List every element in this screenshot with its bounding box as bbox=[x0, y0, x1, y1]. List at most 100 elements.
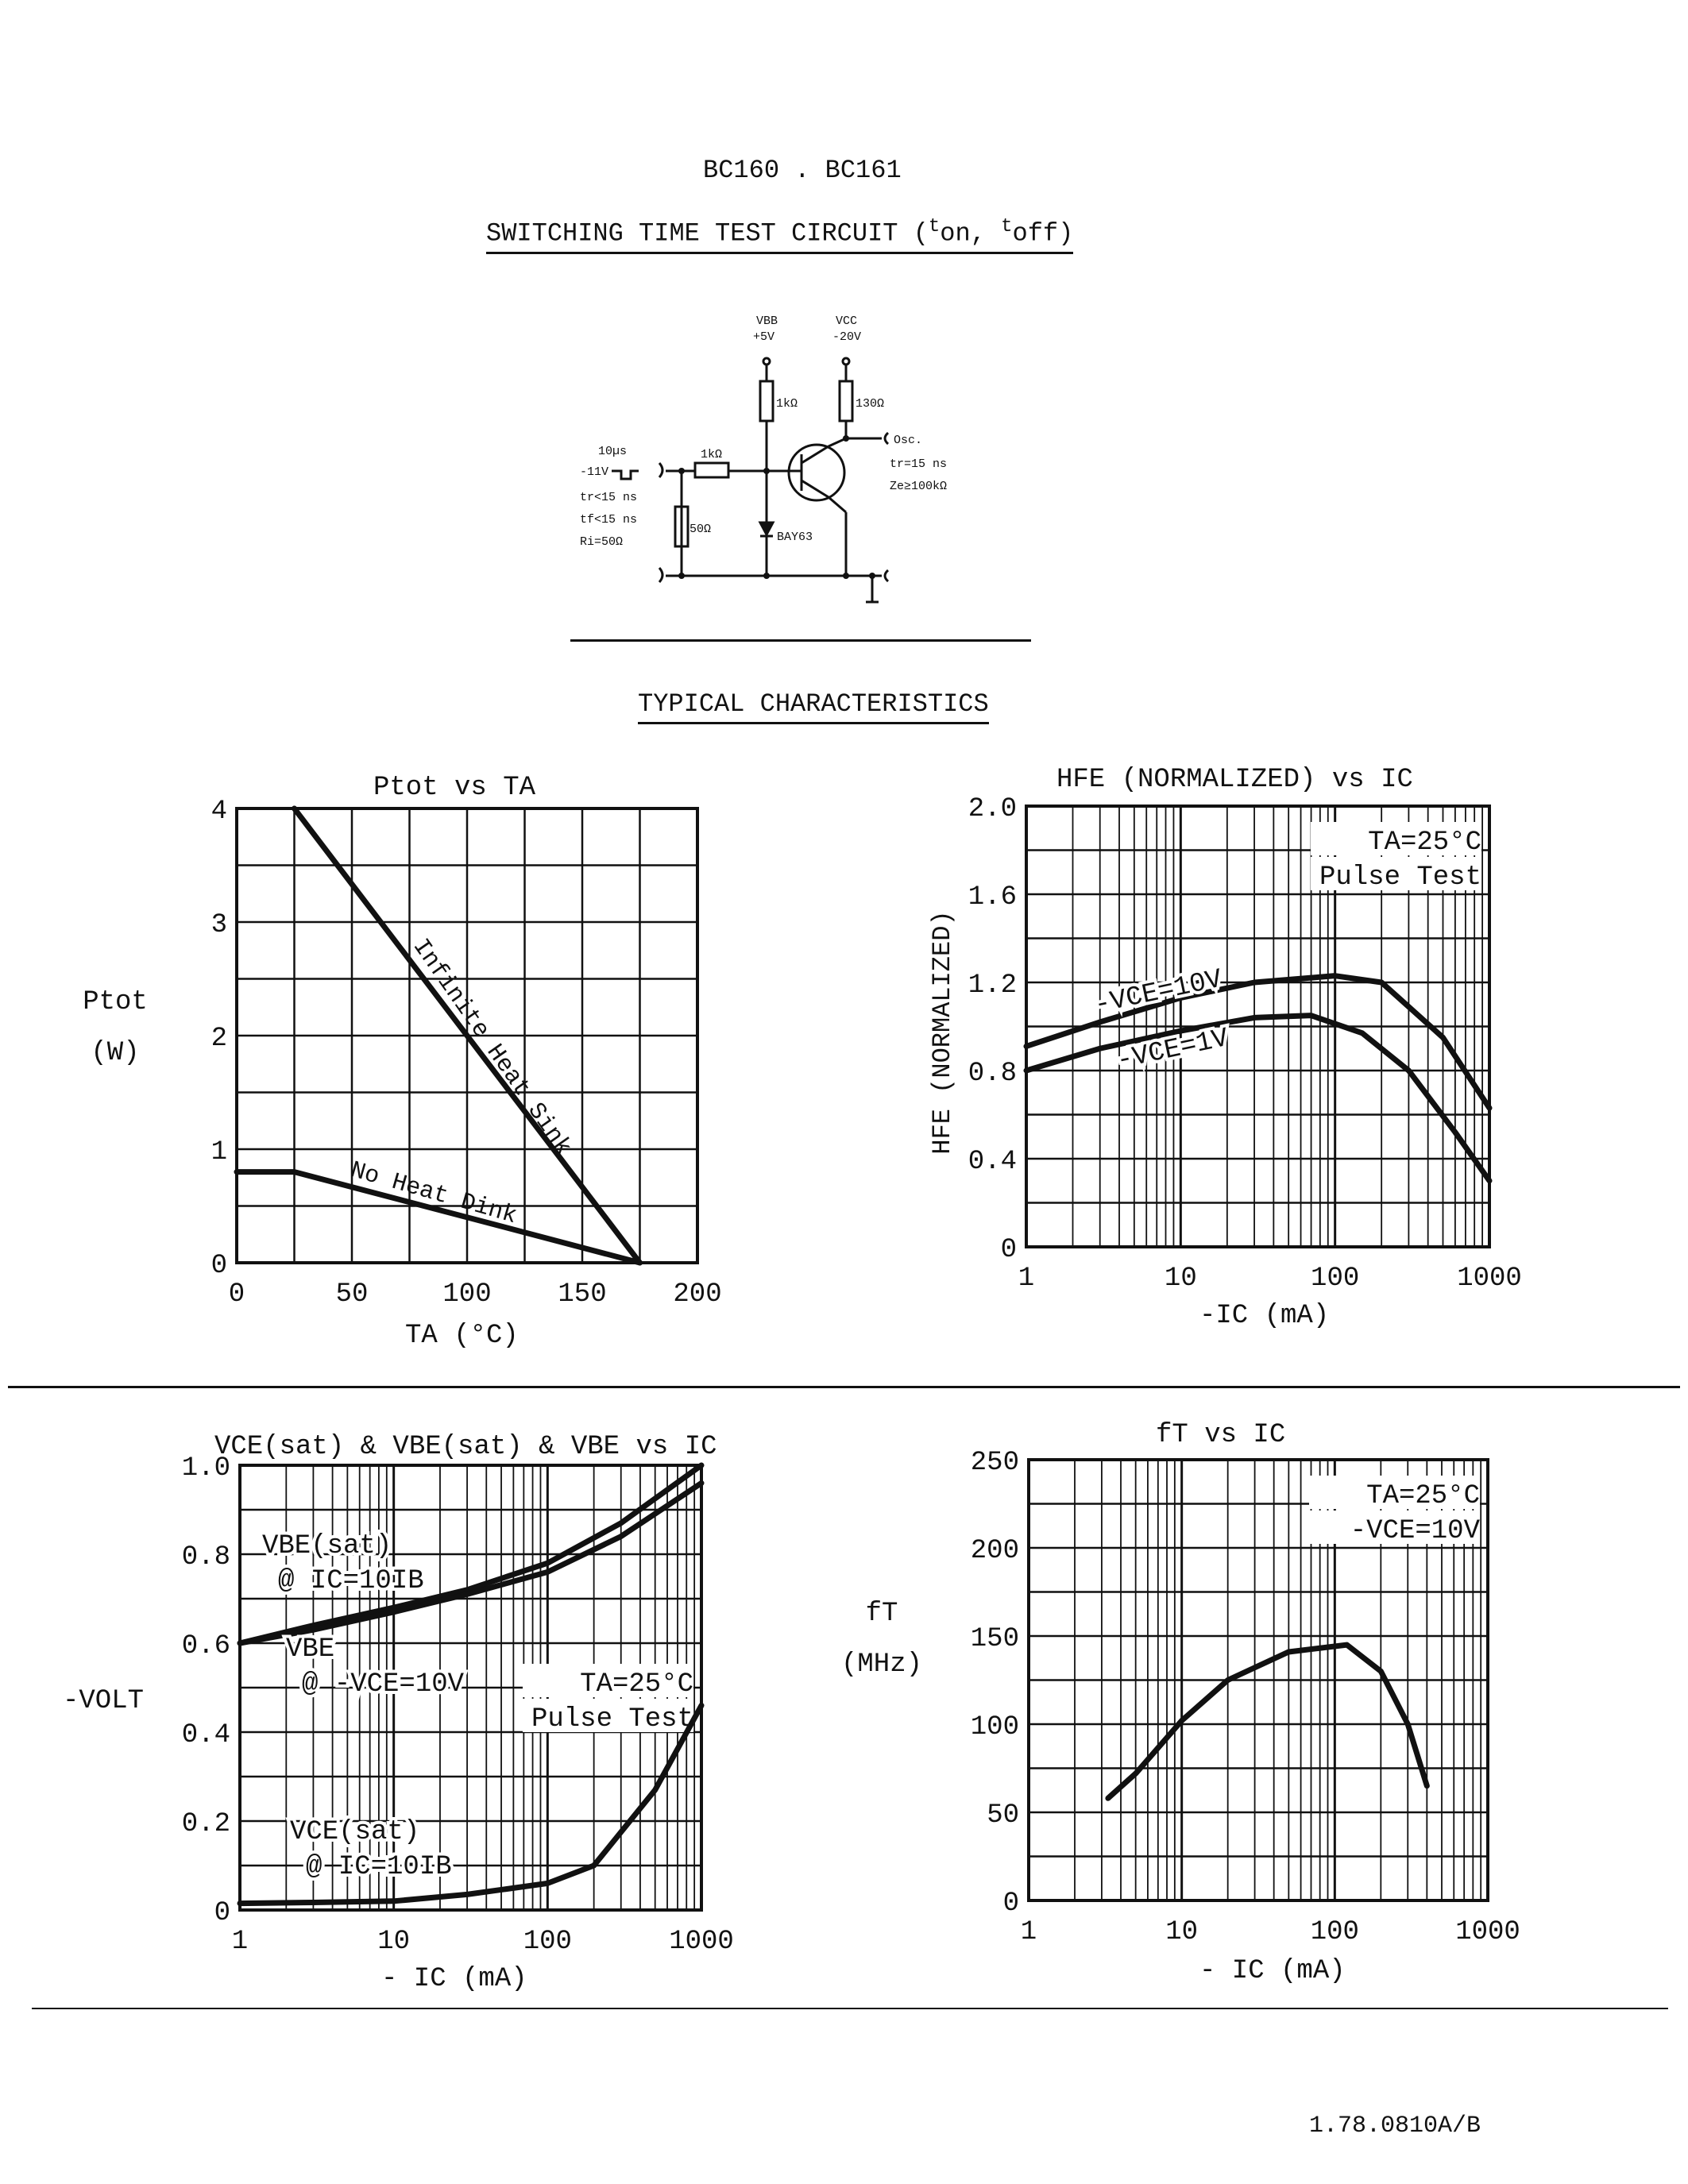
y-tick-label: 1.6 bbox=[968, 882, 1017, 913]
vbb-label: VBB bbox=[756, 314, 778, 328]
y-tick-label: 100 bbox=[971, 1712, 1019, 1742]
x-tick-label: 1 bbox=[232, 1927, 248, 1957]
y-tick-label: 0 bbox=[211, 1251, 227, 1281]
r-series-label: 1kΩ bbox=[701, 448, 722, 461]
y-tick-label: 0.2 bbox=[182, 1809, 230, 1839]
y-axis-label: HFE (NORMALIZED) bbox=[928, 910, 957, 1154]
section-title-main: SWITCHING TIME TEST CIRCUIT ( bbox=[486, 218, 929, 249]
y-axis-label: (MHz) bbox=[841, 1650, 922, 1680]
pulse-width-label: 10µs bbox=[598, 445, 627, 458]
x-tick-label: 100 bbox=[523, 1927, 572, 1957]
series-vce-10v bbox=[1023, 973, 1493, 1111]
typical-characteristics-title: TYPICAL CHARACTERISTICS bbox=[638, 689, 989, 724]
chart-annotation: TA=25°C bbox=[580, 1669, 693, 1700]
x-tick-label: 150 bbox=[558, 1279, 606, 1310]
y-tick-label: 150 bbox=[971, 1624, 1019, 1654]
x-tick-label: 50 bbox=[336, 1279, 369, 1310]
y-tick-label: 0 bbox=[1003, 1889, 1019, 1919]
y-axis-label: Ptot bbox=[83, 987, 148, 1017]
x-axis-label: -IC (mA) bbox=[1199, 1301, 1329, 1331]
x-tick-label: 1 bbox=[1021, 1917, 1037, 1947]
series-vbe-vce-10v bbox=[237, 1480, 705, 1646]
series-vce-sat-ic-10ib bbox=[237, 1702, 705, 1907]
plot-frame bbox=[238, 1464, 703, 1912]
y-axis-label: fT bbox=[866, 1599, 898, 1629]
x-axis-label: - IC (mA) bbox=[381, 1964, 527, 1994]
osc-tr-label: tr=15 ns bbox=[890, 457, 947, 471]
section-title: SWITCHING TIME TEST CIRCUIT (ton, toff) bbox=[486, 216, 1074, 254]
switching-test-circuit: VBB +5V VCC -20V 1kΩ 130Ω 1kΩ 50Ω BAY63 … bbox=[580, 314, 947, 604]
chart-annotation: Pulse Test bbox=[1319, 862, 1481, 893]
y-tick-label: 1 bbox=[211, 1137, 227, 1167]
x-tick-label: 100 bbox=[1311, 1264, 1359, 1294]
tr-label: tr<15 ns bbox=[580, 491, 637, 504]
osc-ze-label: Ze≥100kΩ bbox=[890, 480, 947, 493]
vcc-value: -20V bbox=[832, 330, 861, 344]
plot-frame bbox=[235, 807, 699, 1264]
x-tick-label: 1000 bbox=[1457, 1264, 1522, 1294]
series-vbe-sat-ic-10ib bbox=[237, 1462, 705, 1646]
r-collector-label: 130Ω bbox=[856, 397, 884, 411]
circuit-divider bbox=[570, 639, 1031, 642]
r-base-supply-label: 1kΩ bbox=[776, 397, 798, 411]
y-tick-label: 50 bbox=[987, 1800, 1019, 1831]
series-label: Infinite Heat Sink bbox=[407, 934, 577, 1160]
y-tick-label: 0.8 bbox=[968, 1059, 1017, 1089]
y-tick-label: 250 bbox=[971, 1448, 1019, 1478]
x-tick-label: 10 bbox=[377, 1927, 410, 1957]
chart-vce-sat-vbe-sat-vbe-vs-ic: 0 0.2 0.4 0.6 0.8 1.0 1 10 100 1000 VCE(sat) & VBE… bbox=[63, 1432, 734, 1994]
y-tick-label: 0.8 bbox=[182, 1542, 230, 1572]
diode-label: BAY63 bbox=[777, 531, 813, 544]
y-tick-label: 1.0 bbox=[182, 1453, 230, 1484]
doc-number: 1.78.0810A/B bbox=[1309, 2113, 1481, 2140]
y-tick-label: 2.0 bbox=[968, 794, 1017, 824]
plot-frame bbox=[1027, 1458, 1489, 1902]
y-tick-label: 2 bbox=[211, 1024, 227, 1054]
chart-annotation: -VCE=10V bbox=[1350, 1516, 1481, 1546]
y-tick-label: 0.4 bbox=[968, 1147, 1017, 1177]
series-label: VBE bbox=[286, 1634, 334, 1665]
series-no-heat-dink bbox=[234, 1169, 643, 1266]
chart-ptot-vs-ta: 0 1 2 3 4 0 50 100 150 200 Ptot vs TA TA (°C) Ptot (W… bbox=[83, 773, 721, 1351]
x-tick-label: 0 bbox=[229, 1279, 245, 1310]
series-vce-1v bbox=[1023, 1013, 1493, 1184]
chart-annotation: TA=25°C bbox=[1368, 828, 1481, 858]
series-label: VCE(sat) bbox=[290, 1817, 419, 1847]
series-label: @ -VCE=10V bbox=[302, 1669, 465, 1700]
vbb-value: +5V bbox=[753, 330, 774, 344]
y-tick-label: 0.6 bbox=[182, 1631, 230, 1661]
x-tick-label: 1000 bbox=[1455, 1917, 1520, 1947]
chart-title: fT vs IC bbox=[1156, 1420, 1285, 1450]
y-tick-label: 3 bbox=[211, 910, 227, 940]
x-tick-label: 100 bbox=[442, 1279, 491, 1310]
y-tick-label: 0 bbox=[1001, 1235, 1017, 1265]
ri-label: Ri=50Ω bbox=[580, 535, 623, 549]
x-tick-label: 1000 bbox=[669, 1927, 734, 1957]
chart-title: HFE (NORMALIZED) vs IC bbox=[1056, 765, 1413, 795]
x-tick-label: 1 bbox=[1018, 1264, 1034, 1294]
series-vce-10v bbox=[1105, 1642, 1430, 1801]
part-numbers: BC160 . BC161 bbox=[703, 156, 902, 185]
chart-ft-vs-ic: 0 50 100 150 200 250 1 10 100 1000 fT vs IC - IC (m… bbox=[841, 1420, 1520, 1986]
y-axis-label: (W) bbox=[91, 1038, 139, 1068]
chart-hfe-normalized-vs-ic: 0 0.4 0.8 1.2 1.6 2.0 1 10 100 1000 HFE (NORMALIZE… bbox=[928, 765, 1522, 1331]
chart-annotation: Pulse Test bbox=[531, 1704, 693, 1734]
chart-annotation: TA=25°C bbox=[1366, 1481, 1480, 1511]
bottom-divider bbox=[32, 2008, 1668, 2009]
series-label: @ IC=10IB bbox=[278, 1566, 424, 1596]
tf-label: tf<15 ns bbox=[580, 513, 637, 527]
t-on-subscript: on bbox=[940, 218, 971, 249]
series-infinite-heat-sink bbox=[292, 805, 643, 1266]
x-tick-label: 10 bbox=[1165, 1264, 1197, 1294]
series-label: -VCE=10V bbox=[1091, 965, 1225, 1021]
y-tick-label: 0 bbox=[214, 1898, 230, 1928]
r-shunt-label: 50Ω bbox=[689, 523, 711, 536]
y-tick-label: 4 bbox=[211, 797, 227, 827]
y-axis-label: -VOLT bbox=[63, 1686, 144, 1716]
x-tick-label: 10 bbox=[1165, 1917, 1198, 1947]
x-tick-label: 100 bbox=[1311, 1917, 1359, 1947]
x-tick-label: 200 bbox=[673, 1279, 721, 1310]
chart-title: VCE(sat) & VBE(sat) & VBE vs IC bbox=[214, 1432, 717, 1462]
series-label: @ IC=10IB bbox=[306, 1852, 452, 1882]
